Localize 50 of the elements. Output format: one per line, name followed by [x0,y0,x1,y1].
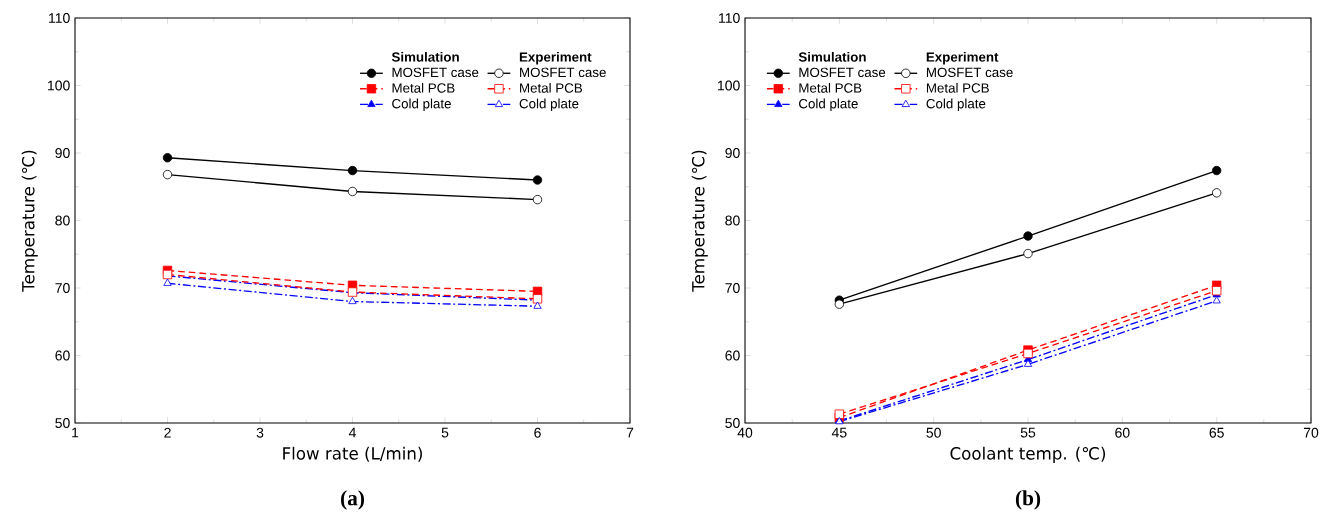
x-tick-label: 55 [1020,427,1036,438]
y-tick-label: 100 [718,80,740,91]
legend-label: MOSFET case [926,67,1013,78]
legend-label: Metal PCB [520,82,582,93]
legend-label: Cold plate [392,98,451,112]
x-tick-label: 45 [831,427,847,438]
x-tick-label: 3 [256,427,264,438]
text: (b) [1015,490,1041,510]
y-tick-label: 50 [55,418,70,428]
y-tick-label: 90 [725,148,740,158]
legend-label: Metal PCB [392,82,455,93]
text: (a) [341,490,365,510]
legend-label: MOSFET case [392,67,479,78]
y-tick-label: 110 [49,13,70,23]
x-tick-label: 70 [1303,427,1319,438]
x-tick-label: 5 [441,427,449,438]
legend-label: Cold plate [799,98,858,112]
y-tick-label: 110 [719,13,740,23]
x-tick-label: 1 [72,427,79,438]
x-tick-label: 50 [926,427,941,438]
y-tick-label: 70 [55,283,70,293]
legend-label: MOSFET case [799,67,886,78]
x-tick-label: 60 [1115,427,1130,438]
y-tick-label: 80 [55,215,70,226]
y-tick-label: 60 [55,350,70,361]
x-tick-label: 40 [737,427,753,438]
legend-label: Cold plate [926,98,986,112]
x-axis-title: Coolant temp. (℃) [950,446,1106,463]
y-axis-title: Temperature (℃) [691,150,708,292]
x-axis-title: Flow rate (L/min) [283,446,422,462]
y-axis-title: Temperature (℃) [21,150,38,292]
x-tick-label: 7 [626,427,634,438]
annotation: Experiment [926,51,999,65]
legend-label: Cold plate [519,98,579,112]
y-tick-label: 70 [725,283,740,293]
y-tick-label: 50 [725,418,740,428]
legend-label: MOSFET case [520,67,606,78]
y-tick-label: 60 [725,350,740,361]
legend-label: Metal PCB [926,82,989,93]
y-tick-label: 90 [55,148,70,158]
y-tick-label: 100 [48,80,70,91]
y-tick-label: 80 [725,215,740,226]
annotation: Simulation [391,51,459,62]
legend-label: Metal PCB [799,82,862,93]
x-tick-label: 4 [348,427,356,438]
annotation: Simulation [798,51,866,62]
annotation: Experiment [519,51,592,65]
x-tick-label: 6 [534,427,541,438]
x-tick-label: 2 [164,427,171,438]
x-tick-label: 65 [1209,427,1224,438]
